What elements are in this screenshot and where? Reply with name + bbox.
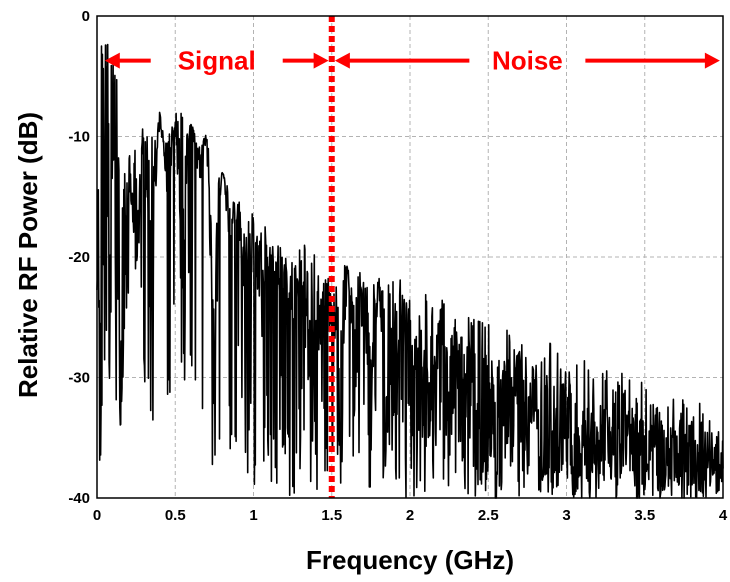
region-label: Signal bbox=[178, 46, 256, 76]
x-tick-label: 2.5 bbox=[478, 507, 499, 524]
x-tick-label: 1 bbox=[249, 507, 257, 524]
y-tick-label: -30 bbox=[68, 370, 90, 387]
x-tick-label: 2 bbox=[406, 507, 414, 524]
y-tick-label: -40 bbox=[68, 490, 90, 507]
x-axis-title: Frequency (GHz) bbox=[306, 545, 514, 575]
y-tick-label: -20 bbox=[68, 249, 90, 266]
y-tick-label: 0 bbox=[82, 8, 90, 25]
x-tick-labels: 0 0.5 1 1.5 2 2.5 3 3.5 4 bbox=[93, 507, 728, 524]
x-tick-label: 4 bbox=[719, 507, 728, 524]
series-line bbox=[96, 43, 724, 499]
power-trace bbox=[96, 43, 724, 499]
plot-frame bbox=[96, 15, 724, 499]
region-arrowhead-right bbox=[313, 52, 329, 69]
x-tick-label: 3.5 bbox=[634, 507, 655, 524]
y-axis-title: Relative RF Power (dB) bbox=[13, 112, 43, 398]
y-tick-labels: 0 -10 -20 -30 -40 bbox=[68, 8, 90, 507]
y-tick-label: -10 bbox=[68, 129, 90, 146]
region-arrowhead-left bbox=[334, 52, 350, 69]
region-label: Noise bbox=[492, 46, 563, 76]
x-tick-label: 0 bbox=[93, 507, 101, 524]
x-tick-label: 0.5 bbox=[165, 507, 186, 524]
region-annotations: Signal Noise bbox=[104, 46, 720, 76]
region-arrowhead-left bbox=[104, 52, 120, 69]
x-tick-label: 3 bbox=[562, 507, 570, 524]
x-tick-label: 1.5 bbox=[321, 507, 342, 524]
region-arrowhead-right bbox=[704, 52, 720, 69]
